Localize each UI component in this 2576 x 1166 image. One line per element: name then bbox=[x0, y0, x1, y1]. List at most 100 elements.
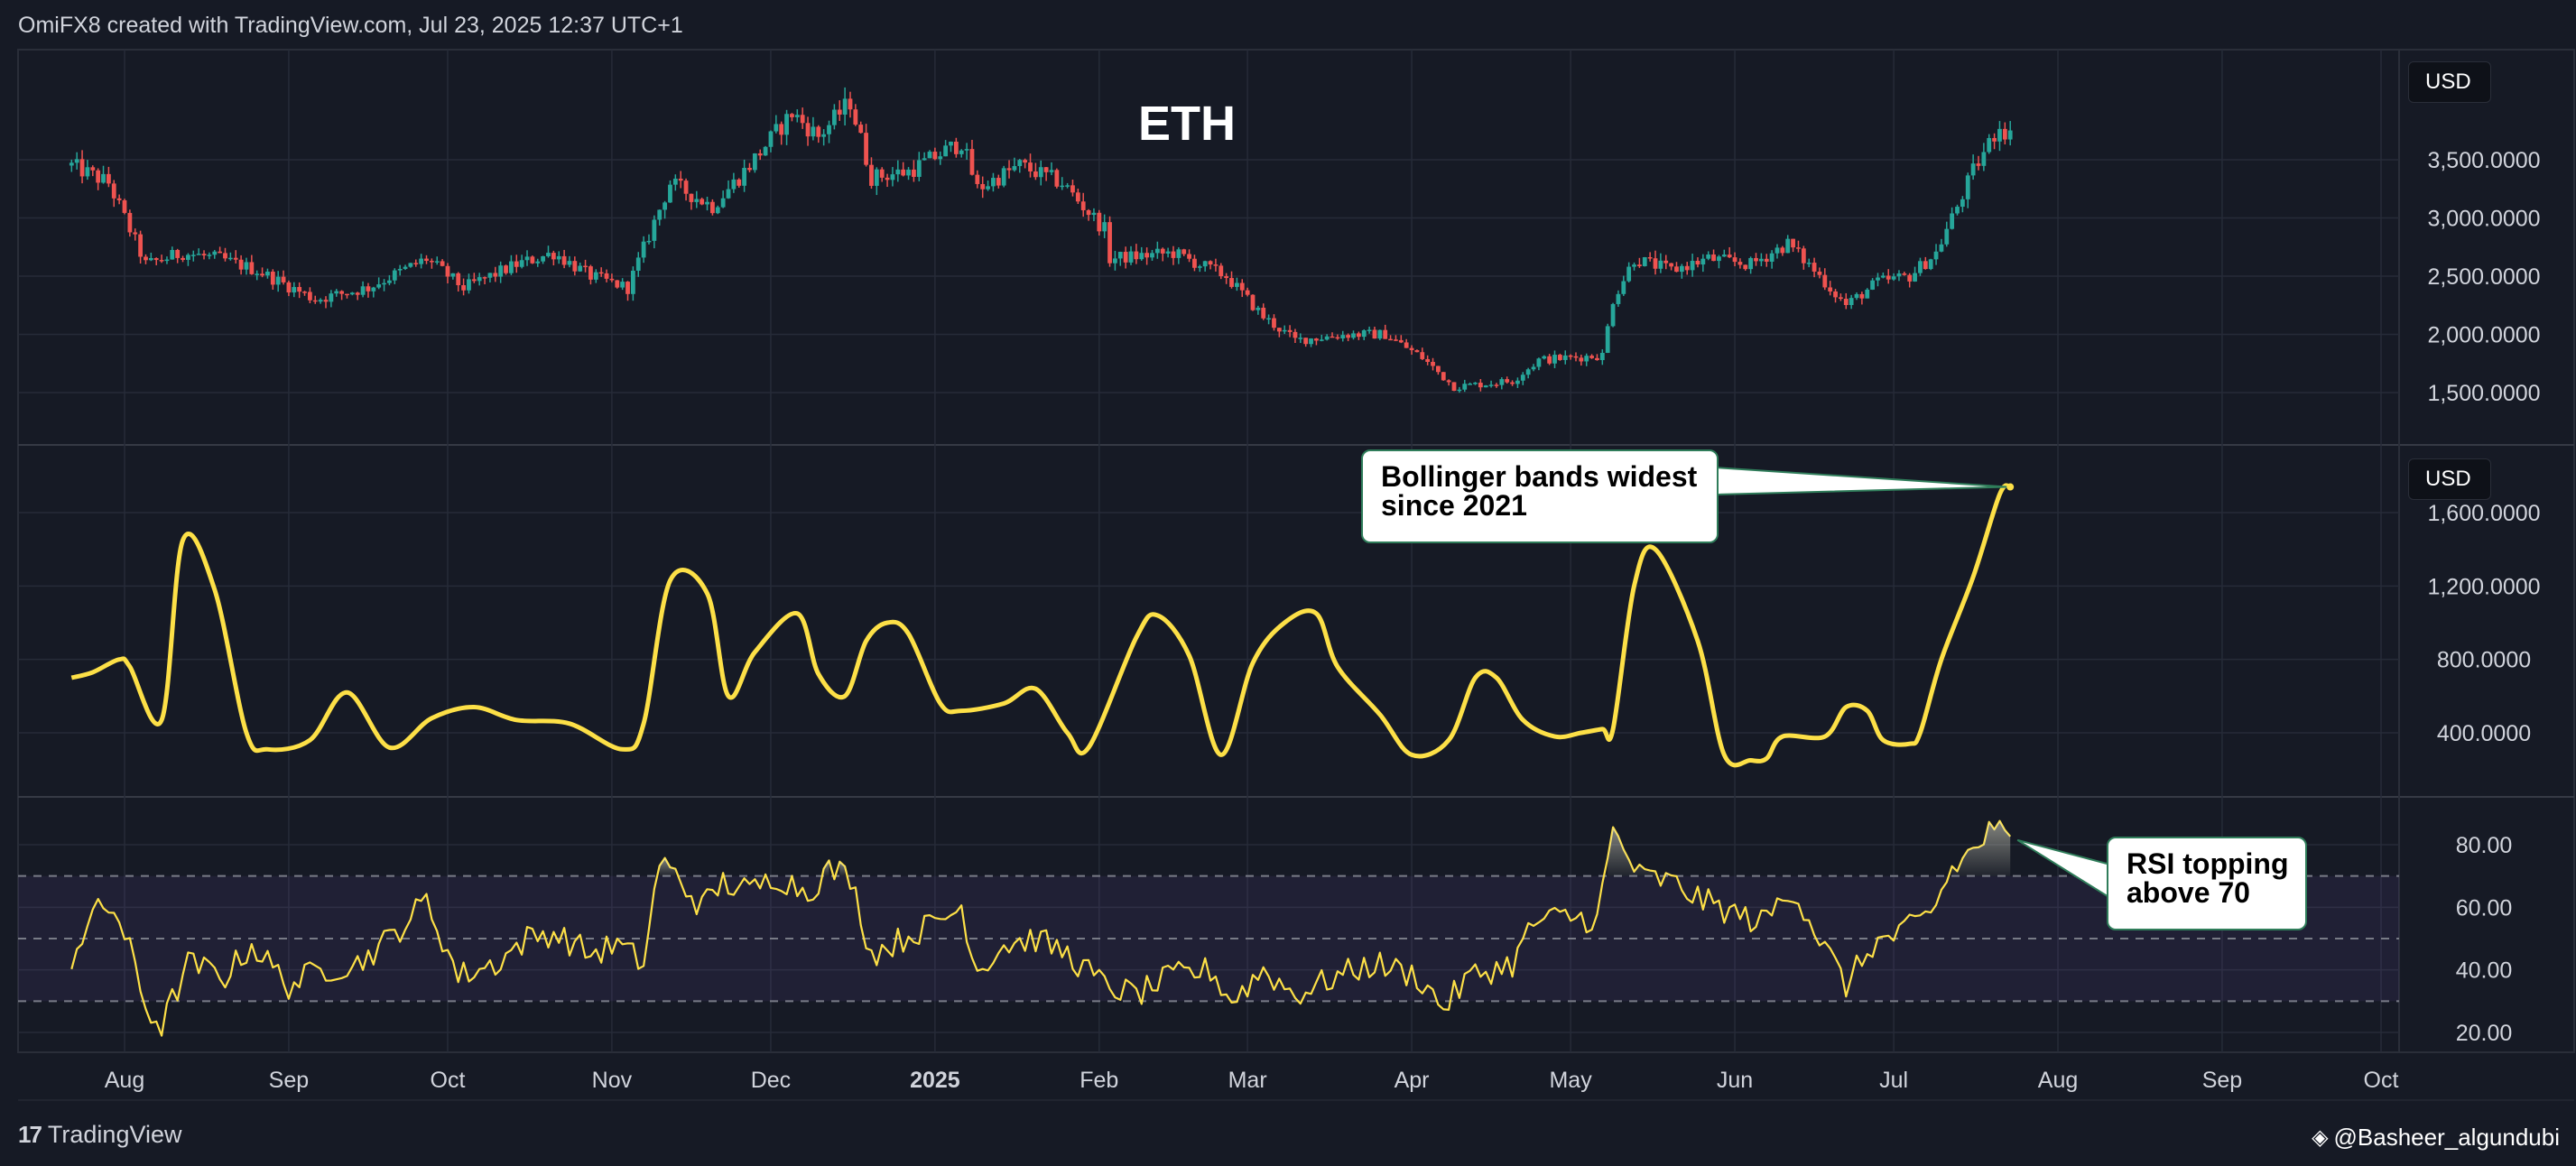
price-candle bbox=[906, 167, 911, 180]
price-candle bbox=[1955, 204, 1960, 216]
candle-body bbox=[1224, 276, 1229, 279]
candle-body bbox=[1367, 329, 1372, 331]
candle-body bbox=[159, 260, 164, 262]
candle-body bbox=[1372, 329, 1377, 339]
price-currency-badge[interactable]: USD bbox=[2408, 61, 2491, 103]
price-candle bbox=[349, 292, 355, 296]
price-candle bbox=[196, 248, 201, 255]
candle-body bbox=[927, 152, 932, 159]
price-candle bbox=[1330, 332, 1335, 338]
candle-body bbox=[1420, 352, 1425, 359]
price-candle bbox=[1647, 252, 1653, 262]
price-candle bbox=[302, 291, 307, 296]
candle-body bbox=[932, 152, 938, 160]
candle-body bbox=[598, 272, 604, 274]
candle-body bbox=[170, 249, 175, 260]
candle-body bbox=[1356, 333, 1361, 338]
candle-body bbox=[450, 273, 456, 277]
candle-body bbox=[1684, 265, 1690, 271]
candle-body bbox=[720, 198, 726, 208]
candle-body bbox=[779, 124, 784, 135]
price-candle bbox=[1950, 207, 1955, 230]
candle-body bbox=[1536, 358, 1542, 367]
candle-body bbox=[212, 251, 218, 255]
candle-body bbox=[837, 109, 842, 115]
price-candle bbox=[1568, 354, 1573, 360]
candle-body bbox=[498, 265, 504, 277]
candle-body bbox=[111, 183, 116, 199]
rsi-callout-line-2: above 70 bbox=[2127, 876, 2250, 909]
candle-body bbox=[1902, 273, 1907, 275]
price-candle bbox=[943, 140, 949, 157]
price-candle bbox=[652, 215, 657, 249]
candle-body bbox=[588, 266, 593, 280]
price-candle bbox=[1743, 264, 1748, 271]
candle-body bbox=[1319, 339, 1324, 341]
candle-body bbox=[916, 160, 922, 177]
price-candle bbox=[1727, 246, 1732, 258]
price-candle bbox=[524, 250, 530, 266]
candle-body bbox=[943, 145, 949, 157]
price-candle bbox=[1293, 329, 1298, 344]
price-candle bbox=[1547, 354, 1552, 366]
candle-body bbox=[487, 273, 493, 278]
candle-body bbox=[371, 287, 376, 292]
price-candle bbox=[668, 180, 672, 203]
price-candle bbox=[371, 286, 376, 298]
candle-body bbox=[144, 256, 148, 261]
candle-body bbox=[1727, 254, 1732, 258]
price-candle bbox=[1176, 247, 1181, 264]
price-candle bbox=[1525, 367, 1531, 379]
price-candle bbox=[1409, 345, 1414, 356]
candle-body bbox=[1006, 168, 1012, 171]
candle-body bbox=[1669, 263, 1674, 267]
price-candle bbox=[811, 116, 816, 141]
price-candle bbox=[207, 252, 212, 260]
price-candle bbox=[646, 234, 652, 245]
candle-body bbox=[1833, 291, 1838, 298]
price-candle bbox=[440, 259, 445, 267]
price-candle bbox=[1626, 262, 1632, 282]
price-candle bbox=[1033, 162, 1038, 180]
bbw-currency-badge[interactable]: USD bbox=[2408, 458, 2491, 500]
time-tick-label: Feb bbox=[1080, 1068, 1118, 1093]
candle-body bbox=[101, 173, 106, 183]
price-candle bbox=[1154, 241, 1160, 259]
candle-body bbox=[1404, 342, 1409, 348]
candle-body bbox=[382, 282, 386, 285]
price-candle bbox=[1086, 208, 1091, 221]
candle-body bbox=[1388, 338, 1393, 341]
candle-body bbox=[1774, 247, 1780, 254]
candle-body bbox=[1165, 251, 1171, 254]
candle-body bbox=[737, 179, 742, 186]
candle-body bbox=[1721, 254, 1727, 257]
plot-frame bbox=[17, 49, 2575, 1053]
price-candle bbox=[159, 254, 164, 264]
candle-body bbox=[1663, 260, 1669, 264]
price-candle bbox=[546, 245, 551, 258]
candle-body bbox=[1208, 261, 1213, 265]
price-candle bbox=[541, 255, 546, 264]
price-candle bbox=[1828, 281, 1833, 296]
candle-body bbox=[811, 126, 816, 137]
y-tick-label: 2,500.0000 bbox=[2427, 264, 2540, 290]
candle-body bbox=[467, 279, 471, 291]
bollinger-width-last-point bbox=[2006, 483, 2015, 491]
price-candle bbox=[1663, 254, 1669, 270]
price-candle bbox=[1865, 288, 1870, 299]
price-candle bbox=[1817, 267, 1822, 279]
price-candle bbox=[1102, 214, 1107, 238]
price-candle bbox=[1298, 333, 1303, 344]
candle-body bbox=[207, 254, 212, 256]
candle-body bbox=[774, 124, 779, 132]
price-candle bbox=[429, 258, 434, 269]
price-candle bbox=[1499, 376, 1505, 390]
price-candle bbox=[1536, 357, 1542, 371]
tradingview-logo[interactable]: 17 TradingView bbox=[18, 1121, 182, 1149]
price-candle bbox=[1006, 160, 1012, 179]
candle-body bbox=[1462, 384, 1468, 390]
price-candle bbox=[916, 152, 922, 181]
price-candle bbox=[355, 292, 360, 301]
candle-body bbox=[1171, 251, 1176, 258]
